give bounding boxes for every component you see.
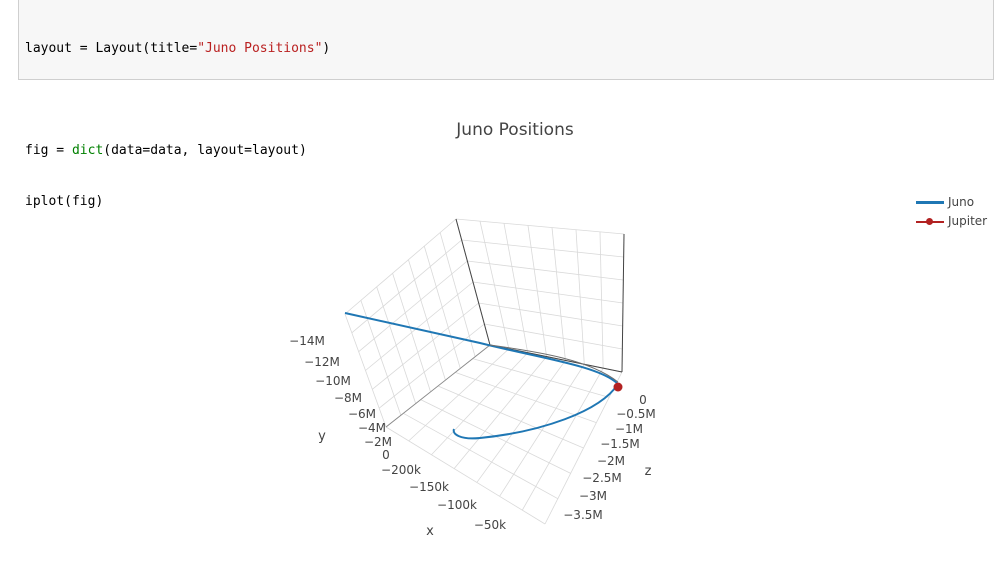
traces bbox=[344, 312, 623, 440]
wall-back-gridline bbox=[455, 218, 625, 235]
juno-trace bbox=[344, 312, 620, 440]
y-tick-label: −4M bbox=[358, 421, 386, 435]
code-cell[interactable]: layout = Layout(title="Juno Positions") … bbox=[18, 0, 994, 209]
axis-titles: y z x bbox=[318, 429, 651, 539]
legend-item-jupiter[interactable]: Jupiter bbox=[914, 211, 987, 230]
code-line-1: layout = Layout(title="Juno Positions") bbox=[25, 41, 331, 56]
floor-gridline bbox=[408, 348, 510, 442]
wall-back-gridline bbox=[484, 323, 623, 350]
wall-left-gridline bbox=[351, 239, 462, 334]
z-tick-label: −1.5M bbox=[600, 437, 640, 451]
legend-item-juno[interactable]: Juno bbox=[914, 192, 987, 211]
floor-gridline bbox=[431, 352, 529, 455]
floor-gridline bbox=[403, 412, 559, 500]
x-axis-title: x bbox=[426, 524, 434, 539]
z-tick-label: −1M bbox=[615, 422, 643, 436]
jupiter-trace bbox=[489, 344, 619, 383]
wall-left-gridline bbox=[378, 323, 485, 409]
legend-label-juno: Juno bbox=[948, 194, 975, 209]
y-tick-label: −12M bbox=[304, 355, 340, 369]
z-tick-label: 0 bbox=[639, 393, 647, 407]
x-tick-label: −100k bbox=[437, 498, 477, 512]
z-tick-label: −3.5M bbox=[563, 508, 603, 522]
floor-gridline bbox=[476, 360, 566, 483]
legend-label-jupiter: Jupiter bbox=[948, 213, 988, 228]
wall-back-gridline bbox=[467, 260, 624, 281]
floor-gridline bbox=[472, 358, 610, 398]
floor-gridline bbox=[453, 356, 547, 469]
z-tick-label: −2M bbox=[597, 454, 625, 468]
legend-swatch-juno bbox=[914, 196, 944, 208]
z-axis-title: z bbox=[645, 464, 652, 479]
y-tick-label: 0 bbox=[382, 448, 390, 462]
z-tick-label: −3M bbox=[579, 489, 607, 503]
x-tick-label: −200k bbox=[381, 463, 421, 477]
legend-swatch-jupiter bbox=[914, 215, 944, 227]
scene-3d[interactable]: 0−2M−4M−6M−8M−10M−12M−14M−200k−150k−100k… bbox=[0, 82, 994, 575]
z-tick-label: −0.5M bbox=[616, 407, 656, 421]
x-tick-label: −150k bbox=[409, 480, 449, 494]
right-axis-line bbox=[621, 233, 625, 373]
jupiter-marker bbox=[613, 382, 623, 392]
vertical-axis-line bbox=[455, 218, 491, 346]
legend[interactable]: Juno Jupiter bbox=[914, 192, 987, 230]
y-tick-label: −10M bbox=[315, 374, 351, 388]
code-line-4: iplot(fig) bbox=[25, 194, 104, 209]
wall-back-gridline bbox=[472, 281, 624, 304]
y-tick-label: −6M bbox=[348, 407, 376, 421]
floor-gridline bbox=[544, 371, 623, 525]
x-tick-label: −50k bbox=[474, 518, 506, 532]
wall-left-gridline bbox=[344, 218, 457, 315]
floor-gridline bbox=[437, 385, 584, 449]
wall-back-gridline bbox=[461, 239, 624, 258]
left-axis-line bbox=[385, 344, 491, 428]
tick-labels: 0−2M−4M−6M−8M−10M−12M−14M−200k−150k−100k… bbox=[289, 334, 656, 532]
axis-lines bbox=[385, 218, 625, 428]
code-line-3: fig = dict(data=data, layout=layout) bbox=[25, 143, 307, 158]
floor-gridline bbox=[499, 364, 585, 497]
y-tick-label: −2M bbox=[364, 435, 392, 449]
chart-title: Juno Positions bbox=[456, 120, 574, 140]
y-axis-title: y bbox=[318, 429, 326, 444]
floor-gridline bbox=[521, 367, 604, 511]
wall-back-gridline bbox=[478, 302, 623, 327]
z-tick-label: −2.5M bbox=[582, 471, 622, 485]
wall-left-gridline bbox=[365, 281, 474, 371]
floor-gridline bbox=[455, 371, 597, 424]
wall-left-gridline bbox=[372, 302, 479, 390]
plot-3d[interactable]: Juno Positions 0 −2M −4M −6M −8M −10M −12M −14M… bbox=[0, 82, 994, 575]
wall-left-gridline bbox=[358, 260, 468, 352]
y-tick-label: −14M bbox=[289, 334, 325, 348]
y-tick-label: −8M bbox=[334, 391, 362, 405]
floor-gridline bbox=[385, 426, 546, 525]
